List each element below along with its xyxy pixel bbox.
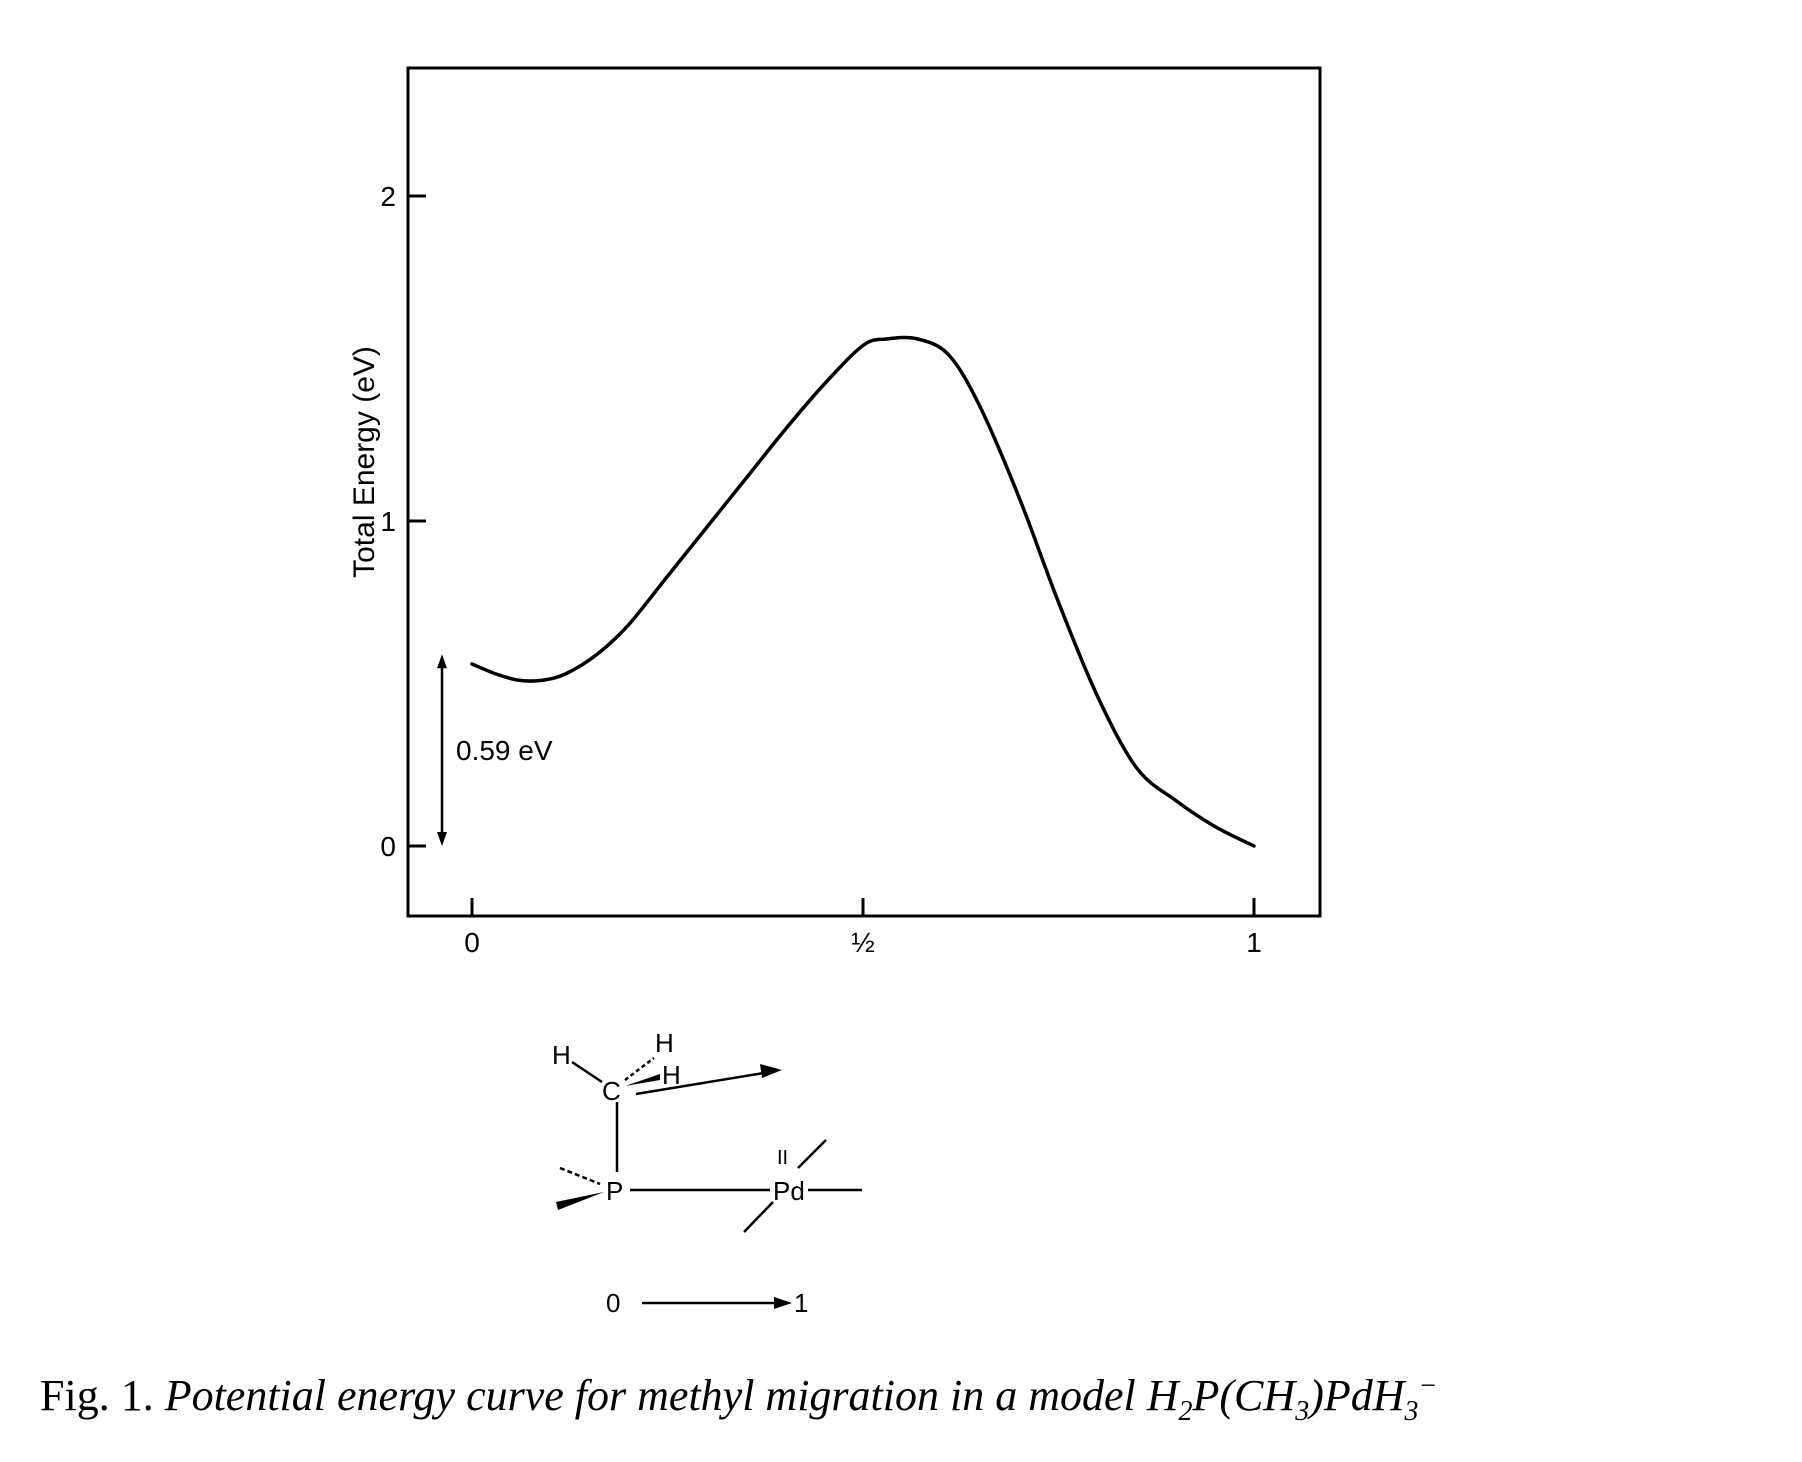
caption-text: Potential energy curve for methyl migrat… [164,1370,1438,1426]
oxidation-state-label: II [777,1147,788,1169]
molecule-diagram: H H H C P Pd II 0 1 [552,1028,862,1318]
formula-charge: − [1418,1370,1438,1402]
figure-caption: Fig. 1. Potential energy curve for methy… [40,1370,1780,1428]
bond-p-wedge [556,1192,604,1210]
x-tick-label: 0 [464,927,480,958]
migration-arrow [635,1070,771,1096]
caption-sentence: Potential energy curve for methyl migrat… [164,1371,1179,1420]
annotation-arrow-head-top [437,654,447,669]
y-axis-label: Total Energy (eV) [348,346,381,578]
x-tick-label: 1 [1246,927,1262,958]
formula-sub-1: 2 [1178,1395,1193,1427]
reaction-coordinate-end: 1 [794,1288,808,1318]
barrier-annotation: 0.59 eV [437,654,553,846]
atom-h3: H [662,1060,681,1090]
migration-arrow-head [760,1064,782,1078]
atom-palladium: Pd [773,1176,805,1206]
bond-c-h-dashed [624,1057,655,1081]
chart: 0 1 2 0 ½ 1 Total Energy (eV) 0.59 eV [348,66,1322,958]
caption-prefix: Fig. 1. [40,1371,154,1420]
x-axis-ticks: 0 ½ 1 [464,898,1262,958]
bond-pd-upper [797,1139,827,1169]
y-tick-label: 0 [380,831,396,862]
series-line [470,335,1256,848]
annotation-label: 0.59 eV [456,735,553,766]
bond-h-c [571,1060,603,1084]
atom-carbon: C [602,1076,621,1106]
bond-p-dashed [559,1166,601,1186]
y-axis-ticks: 0 1 2 [380,181,426,862]
y-tick-label: 2 [380,181,396,212]
reaction-coordinate-arrow-head [774,1297,792,1309]
formula-part-2: P(CH [1192,1371,1296,1420]
plot-frame [406,66,1322,918]
formula-sub-2: 3 [1295,1395,1310,1427]
atom-h1: H [552,1040,571,1070]
formula-sub-3: 3 [1404,1395,1419,1427]
atom-h2: H [655,1028,674,1058]
bond-pd-lower [743,1201,774,1233]
formula-part-3: )PdH [1309,1371,1405,1420]
bond-c-h-wedge [625,1074,660,1086]
y-tick-label: 1 [380,506,396,537]
reaction-coordinate-start: 0 [606,1288,620,1318]
x-tick-label: ½ [851,927,874,958]
annotation-arrow-head-bottom [437,832,447,846]
atom-phosphorus: P [606,1176,623,1206]
